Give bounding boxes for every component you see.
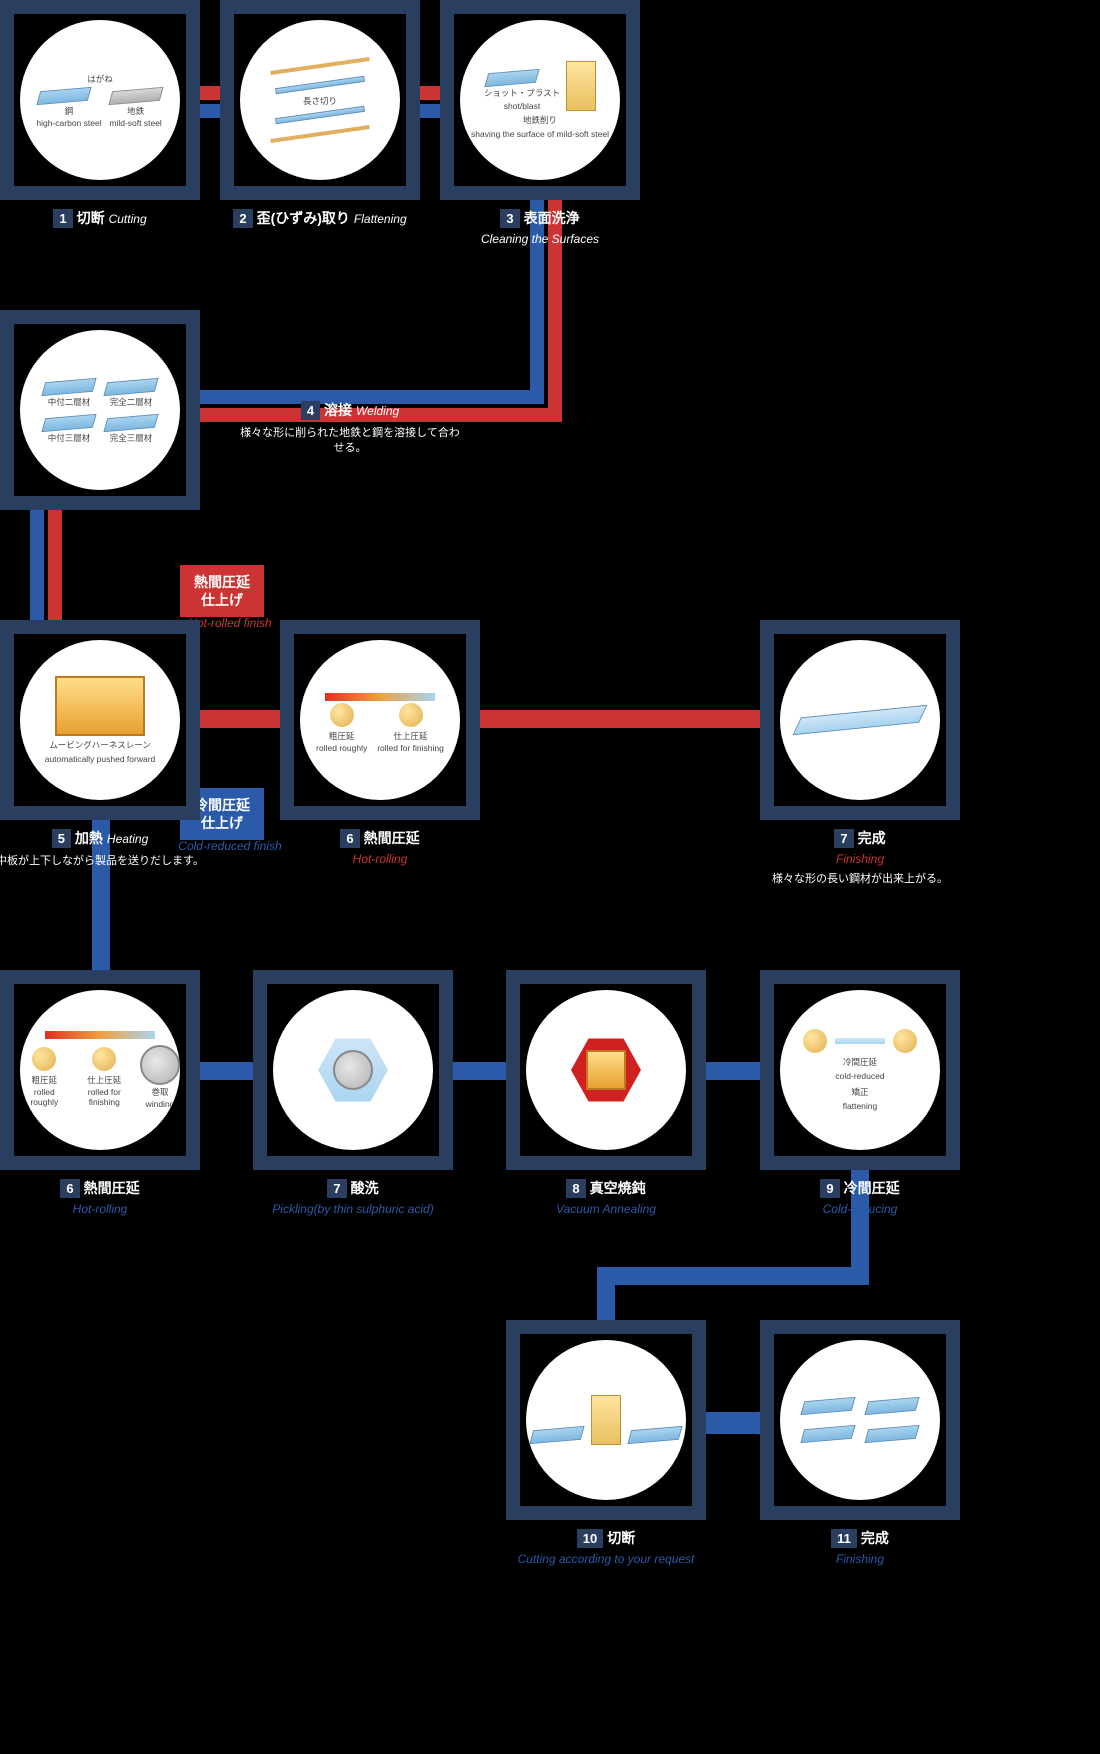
process-node-11 bbox=[760, 1320, 960, 1520]
step-title-jp: 熱間圧延 bbox=[84, 1180, 140, 1196]
step-number: 9 bbox=[820, 1179, 839, 1198]
step-title-en: Cutting bbox=[109, 212, 147, 226]
step-number: 3 bbox=[500, 209, 519, 228]
step-subtitle-en: Finishing bbox=[750, 852, 970, 866]
step-number: 4 bbox=[301, 401, 320, 420]
process-node-3: ショット・ブラストshot/blast地鉄削りshaving the surfa… bbox=[440, 0, 640, 200]
process-label-7: 7 酸洗 Pickling(by thin sulphuric acid) bbox=[243, 1178, 463, 1216]
branch-hot: 熱間圧延 仕上げ bbox=[180, 565, 264, 617]
process-node-6: 粗圧延rolled roughly仕上圧延rolled for finishin… bbox=[280, 620, 480, 820]
connector bbox=[700, 1412, 765, 1434]
step-title-en: Cleaning the Surfaces bbox=[430, 232, 650, 246]
step-title-jp: 切断 bbox=[607, 1530, 635, 1546]
step-title-en: Pickling(by thin sulphuric acid) bbox=[243, 1202, 463, 1216]
step-title-jp: 冷間圧延 bbox=[844, 1180, 900, 1196]
step-title-jp: 完成 bbox=[858, 830, 886, 846]
step-title-jp: 歪(ひずみ)取り bbox=[257, 210, 350, 226]
step-title-en: Heating bbox=[107, 832, 148, 846]
connector bbox=[475, 710, 775, 728]
process-node-7 bbox=[253, 970, 453, 1170]
step-number: 11 bbox=[831, 1529, 857, 1548]
process-illustration: ショット・ブラストshot/blast地鉄削りshaving the surfa… bbox=[460, 20, 620, 180]
process-label-11: 11完成 Finishing bbox=[750, 1528, 970, 1566]
connector bbox=[30, 505, 44, 635]
step-title-jp: 酸洗 bbox=[351, 1180, 379, 1196]
process-label-6: 6 熱間圧延 Hot-rolling bbox=[0, 1178, 210, 1216]
step-number: 6 bbox=[340, 829, 359, 848]
step-number: 6 bbox=[60, 1179, 79, 1198]
process-label-6: 6 熱間圧延 Hot-rolling bbox=[270, 828, 490, 866]
step-description: 様々な形に削られた地鉄と鋼を溶接して合わせる。 bbox=[240, 426, 460, 457]
step-number: 7 bbox=[834, 829, 853, 848]
process-illustration: 長さ切り bbox=[240, 20, 400, 180]
step-title-en: Vacuum Annealing bbox=[496, 1202, 716, 1216]
step-title-en: Cutting according to your request bbox=[496, 1552, 716, 1566]
step-subtitle-en: Finishing bbox=[750, 1552, 970, 1566]
step-number: 7 bbox=[327, 1179, 346, 1198]
step-number: 2 bbox=[233, 209, 252, 228]
step-number: 8 bbox=[566, 1179, 585, 1198]
process-node-9: 冷間圧延cold-reduced矯正flattening bbox=[760, 970, 960, 1170]
process-illustration: 粗圧延rolled roughly仕上圧延rolled for finishin… bbox=[300, 640, 460, 800]
process-node-10 bbox=[506, 1320, 706, 1520]
process-label-9: 9 冷間圧延 Cold-reducing bbox=[750, 1178, 970, 1216]
step-number: 1 bbox=[53, 209, 72, 228]
process-illustration bbox=[526, 990, 686, 1150]
process-node-7 bbox=[760, 620, 960, 820]
process-node-2: 長さ切り bbox=[220, 0, 420, 200]
step-title-jp: 切断 bbox=[77, 210, 105, 226]
step-description: 様々な形の長い鋼材が出来上がる。 bbox=[750, 872, 970, 887]
process-label-5: 5加熱 Heating 中板が上下しながら製品を送りだします。 bbox=[0, 828, 210, 869]
step-subtitle-en: Hot-rolling bbox=[0, 1202, 210, 1216]
process-label-2: 2 歪(ひずみ)取り Flattening bbox=[210, 208, 430, 228]
step-description: 中板が上下しながら製品を送りだします。 bbox=[0, 854, 210, 869]
process-illustration bbox=[273, 990, 433, 1150]
process-label-3: 3 表面洗浄 Cleaning the Surfaces bbox=[430, 208, 650, 246]
process-illustration: はがね鋼high-carbon steel地鉄mild-soft steel bbox=[20, 20, 180, 180]
process-illustration bbox=[780, 1340, 940, 1500]
step-title-jp: 完成 bbox=[861, 1530, 889, 1546]
process-node-1: はがね鋼high-carbon steel地鉄mild-soft steel bbox=[0, 0, 200, 200]
step-number: 5 bbox=[52, 829, 71, 848]
step-title-en: Welding bbox=[356, 404, 399, 418]
process-illustration: 中付二層材完全二層材中付三層材完全三層材 bbox=[20, 330, 180, 490]
process-label-10: 10切断 Cutting according to your request bbox=[496, 1528, 716, 1566]
process-label-1: 1 切断 Cutting bbox=[0, 208, 210, 228]
step-title-jp: 熱間圧延 bbox=[364, 830, 420, 846]
process-label-8: 8 真空焼鈍 Vacuum Annealing bbox=[496, 1178, 716, 1216]
process-illustration: 冷間圧延cold-reduced矯正flattening bbox=[780, 990, 940, 1150]
process-node-4: 中付二層材完全二層材中付三層材完全三層材 bbox=[0, 310, 200, 510]
process-illustration: ムービングハーネスレーンautomatically pushed forward bbox=[20, 640, 180, 800]
process-label-4: 4溶接 Welding 様々な形に削られた地鉄と鋼を溶接して合わせる。 bbox=[240, 400, 460, 457]
step-title-jp: 表面洗浄 bbox=[524, 210, 580, 226]
step-title-jp: 真空焼鈍 bbox=[590, 1180, 646, 1196]
process-label-7: 7 完成 Finishing 様々な形の長い鋼材が出来上がる。 bbox=[750, 828, 970, 887]
step-title-en: Flattening bbox=[354, 212, 407, 226]
process-illustration bbox=[526, 1340, 686, 1500]
step-number: 10 bbox=[577, 1529, 603, 1548]
process-node-8 bbox=[506, 970, 706, 1170]
process-illustration bbox=[780, 640, 940, 800]
process-illustration: 粗圧延rolled roughly仕上圧延rolled for finishin… bbox=[20, 990, 180, 1150]
process-node-6: 粗圧延rolled roughly仕上圧延rolled for finishin… bbox=[0, 970, 200, 1170]
step-title-jp: 溶接 bbox=[324, 402, 352, 418]
step-title-jp: 加熱 bbox=[75, 830, 103, 846]
process-node-5: ムービングハーネスレーンautomatically pushed forward bbox=[0, 620, 200, 820]
connector bbox=[48, 505, 62, 635]
step-subtitle-en: Cold-reducing bbox=[750, 1202, 970, 1216]
step-subtitle-en: Hot-rolling bbox=[270, 852, 490, 866]
connector bbox=[597, 1267, 869, 1285]
